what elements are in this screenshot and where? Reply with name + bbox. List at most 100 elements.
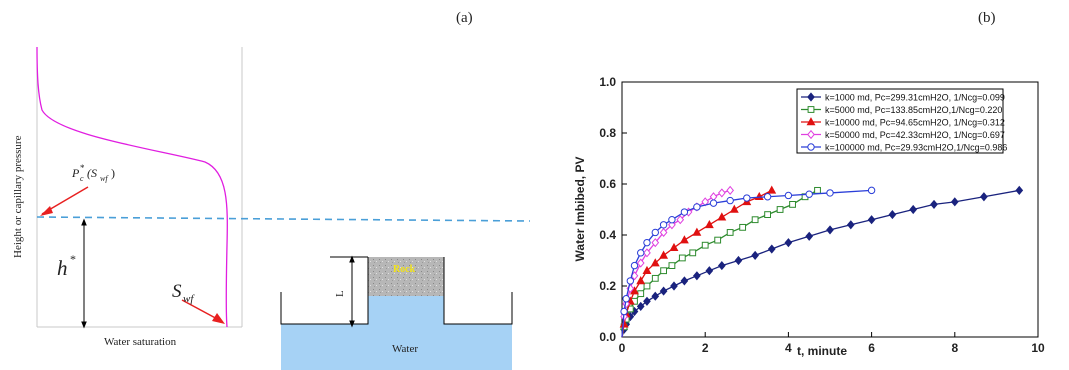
water-label: Water bbox=[392, 343, 418, 355]
data-point bbox=[726, 185, 735, 195]
data-point bbox=[680, 208, 689, 216]
pc-label-main: P bbox=[71, 166, 80, 180]
tank-right-wall bbox=[443, 257, 513, 325]
tank-left-wall bbox=[280, 257, 369, 325]
data-point bbox=[784, 191, 793, 200]
data-point bbox=[670, 281, 678, 291]
data-point bbox=[764, 211, 772, 218]
data-point bbox=[701, 241, 709, 249]
chart-legend: k=1000 md, Pc=299.31cmH2O, 1/Ncg=0.099 k=… bbox=[796, 88, 1007, 154]
series-5 bbox=[620, 186, 876, 338]
data-point bbox=[980, 192, 988, 202]
swf-pointer-arrowhead bbox=[212, 313, 225, 324]
pc-label-arg: (S bbox=[87, 166, 97, 180]
data-point bbox=[1015, 185, 1024, 195]
data-point bbox=[693, 271, 701, 281]
data-point bbox=[805, 190, 813, 198]
series-1 bbox=[620, 185, 1024, 338]
pc-pointer-arrowhead bbox=[40, 206, 53, 216]
data-point bbox=[826, 225, 834, 235]
data-point bbox=[659, 221, 668, 229]
x-tick-label: 6 bbox=[868, 341, 875, 355]
data-point bbox=[805, 231, 814, 241]
data-point bbox=[693, 203, 701, 211]
data-point bbox=[784, 238, 793, 248]
imbibition-chart: 0 2 4 6 8 10 0.0 0.2 0.4 0.6 0.8 1.0 Water Imbibed,… bbox=[573, 75, 1045, 358]
data-point bbox=[704, 219, 714, 229]
data-point bbox=[630, 261, 639, 270]
data-point bbox=[714, 236, 722, 244]
h-star-label: h bbox=[57, 256, 68, 280]
data-point bbox=[705, 266, 714, 276]
data-point bbox=[651, 274, 659, 282]
data-point bbox=[636, 276, 646, 285]
chart-y-axis-label: Water Imbibed, PV bbox=[573, 157, 587, 262]
chart-x-axis-label: t, minute bbox=[797, 344, 847, 358]
legend-marker bbox=[807, 106, 815, 113]
data-point bbox=[650, 258, 660, 267]
panel-a-y-axis-label: Height or capillary pressure bbox=[12, 135, 24, 258]
data-point bbox=[867, 215, 876, 225]
data-point bbox=[743, 194, 751, 202]
data-point bbox=[642, 265, 652, 274]
data-point bbox=[767, 185, 777, 194]
water-region bbox=[281, 324, 512, 370]
data-point bbox=[767, 244, 776, 254]
legend-entry: k=5000 md, Pc=133.85cmH2O,1/Ncg=0.220 bbox=[825, 105, 1002, 115]
series-line bbox=[621, 189, 773, 338]
legend-entry: k=1000 md, Pc=299.31cmH2O, 1/Ncg=0.099 bbox=[825, 93, 1005, 103]
panel-a-label: (a) bbox=[456, 10, 473, 26]
data-point bbox=[659, 227, 668, 238]
legend-marker bbox=[807, 129, 815, 140]
swf-label-sub: wf bbox=[183, 293, 195, 305]
data-point bbox=[751, 216, 759, 224]
data-point bbox=[636, 301, 645, 311]
y-tick-label: 0.0 bbox=[599, 330, 616, 344]
data-point bbox=[619, 319, 629, 328]
data-point bbox=[630, 286, 639, 295]
data-point bbox=[717, 261, 726, 271]
data-point bbox=[676, 215, 685, 225]
data-point bbox=[643, 282, 651, 290]
x-tick-label: 10 bbox=[1031, 341, 1045, 355]
data-point bbox=[643, 296, 651, 306]
series-line bbox=[621, 189, 872, 338]
data-point bbox=[754, 191, 764, 201]
data-point bbox=[726, 229, 734, 236]
data-point bbox=[660, 267, 668, 275]
x-tick-label: 8 bbox=[951, 341, 958, 355]
data-point bbox=[643, 238, 651, 247]
y-tick-label: 0.4 bbox=[599, 228, 616, 242]
legend-entry: k=10000 md, Pc=94.65cmH2O, 1/Ncg=0.312 bbox=[825, 118, 1005, 128]
swf-label: S bbox=[172, 281, 182, 302]
data-point bbox=[888, 210, 897, 220]
pc-star-label: P c * (S wf ) bbox=[71, 163, 115, 183]
data-point bbox=[930, 199, 938, 209]
panel-a-x-axis-label: Water saturation bbox=[104, 336, 177, 348]
data-point bbox=[950, 197, 959, 207]
data-point bbox=[637, 249, 645, 257]
data-point bbox=[909, 204, 918, 215]
legend-marker bbox=[806, 117, 816, 126]
y-tick-label: 0.2 bbox=[599, 279, 616, 293]
panel-b-label: (b) bbox=[978, 10, 996, 26]
data-point bbox=[659, 286, 668, 296]
y-tick-label: 0.8 bbox=[599, 126, 616, 140]
data-point bbox=[826, 189, 834, 197]
data-point bbox=[680, 276, 689, 286]
y-tick-label: 0.6 bbox=[599, 177, 616, 191]
data-point bbox=[776, 206, 784, 213]
data-point bbox=[717, 188, 726, 198]
data-point bbox=[620, 307, 628, 316]
data-point bbox=[709, 199, 718, 207]
data-point bbox=[789, 201, 796, 208]
pc-label-arg-sub: wf bbox=[100, 174, 109, 183]
pc-label-star: * bbox=[80, 163, 85, 173]
rock-water-region bbox=[368, 295, 444, 326]
data-point bbox=[846, 220, 855, 230]
data-point bbox=[651, 291, 660, 301]
data-point bbox=[622, 295, 630, 303]
data-point bbox=[637, 290, 645, 298]
series-2 bbox=[620, 186, 821, 338]
